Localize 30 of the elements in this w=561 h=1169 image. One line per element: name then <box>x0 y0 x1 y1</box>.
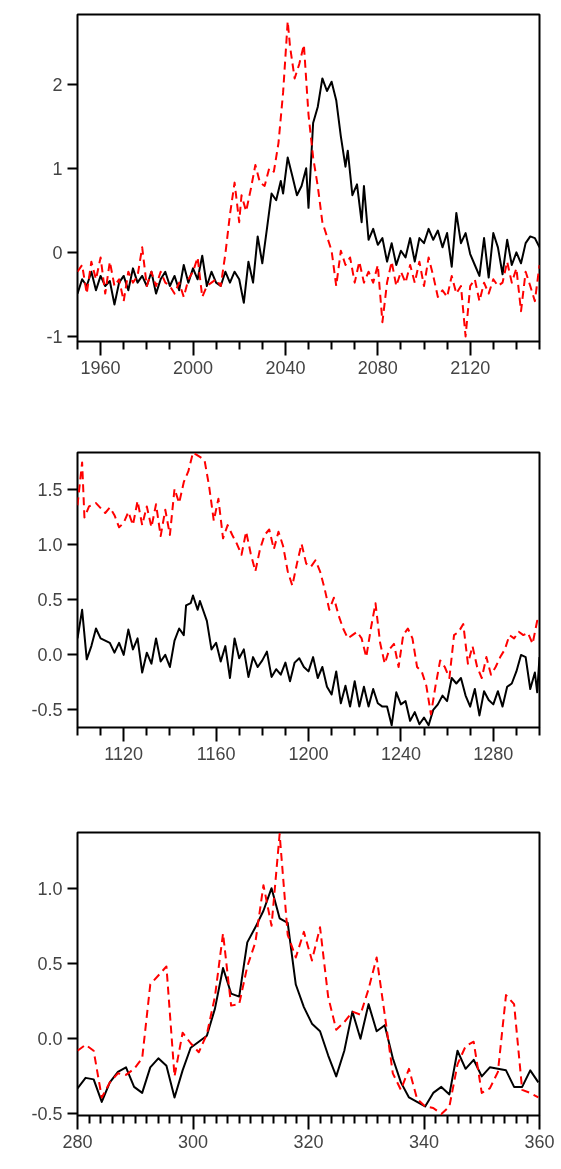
x-tick-label: 1240 <box>380 743 421 764</box>
x-tick-label: 280 <box>62 1131 93 1152</box>
y-tick-label: -0.5 <box>31 1104 63 1125</box>
x-tick-label: 2080 <box>357 357 398 378</box>
x-tick-label: 300 <box>177 1131 209 1152</box>
y-tick-label: 0 <box>52 242 63 263</box>
y-tick-label: 1.0 <box>37 535 63 556</box>
x-tick-label: 2040 <box>265 357 306 378</box>
y-tick-label: -1 <box>46 326 63 347</box>
y-tick-label: 0.5 <box>37 590 63 611</box>
x-tick-label: 320 <box>293 1131 324 1152</box>
x-tick-label: 1280 <box>473 743 514 764</box>
x-tick-label: 2120 <box>450 357 491 378</box>
x-tick-label: 1160 <box>196 743 236 764</box>
x-tick-label: 2000 <box>172 357 214 378</box>
y-tick-label: 0.0 <box>37 1029 63 1050</box>
y-tick-label: -0.5 <box>31 700 63 721</box>
x-tick-label: 1120 <box>104 743 144 764</box>
x-tick-label: 1200 <box>288 743 329 764</box>
line-series <box>77 20 540 338</box>
y-tick-label: 1.0 <box>37 878 63 899</box>
x-tick-label: 1960 <box>80 357 121 378</box>
y-tick-label: 1 <box>52 158 63 179</box>
y-tick-label: 0.0 <box>37 645 63 666</box>
y-tick-label: 2 <box>52 74 63 95</box>
line-series <box>77 452 540 716</box>
y-tick-label: 1.5 <box>37 480 63 501</box>
y-tick-label: 0.5 <box>37 953 63 974</box>
x-tick-label: 360 <box>524 1131 555 1152</box>
x-tick-label: 340 <box>408 1131 440 1152</box>
